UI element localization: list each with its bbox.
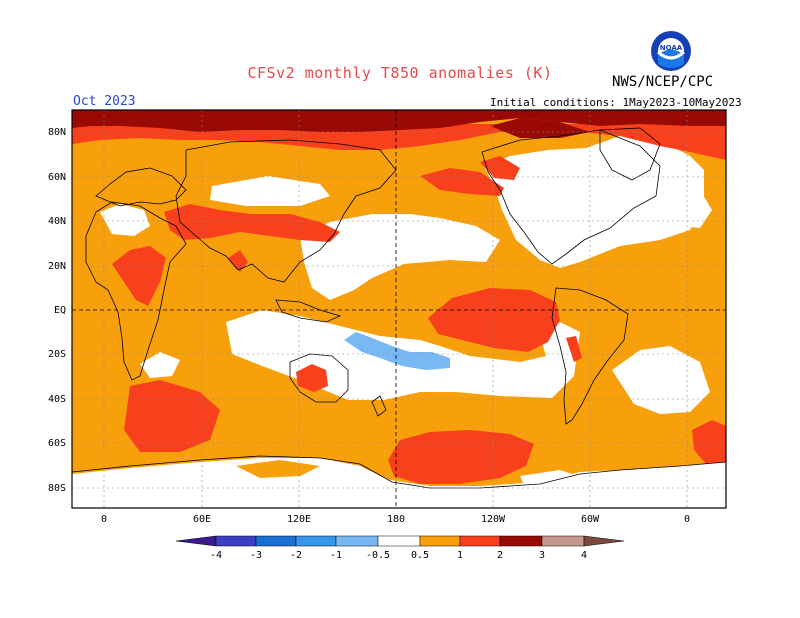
colorbar-label: -3 <box>250 550 262 561</box>
lat-label: 20S <box>48 349 66 360</box>
colorbar-cell <box>459 535 501 547</box>
hot-region-arctic-greenland <box>490 118 590 138</box>
cool-region-s-pacific <box>344 332 450 370</box>
lon-label: 180 <box>387 514 405 525</box>
colorbar-label: -2 <box>290 550 302 561</box>
lon-label: 0 <box>684 514 690 525</box>
noaa-logo-icon: NOAA <box>651 31 691 71</box>
colorbar-label: 1 <box>457 550 463 561</box>
colorbar-cell <box>377 535 421 547</box>
colorbar-cell <box>419 535 461 547</box>
lon-label: 60E <box>193 514 211 525</box>
lon-label: 120W <box>481 514 506 525</box>
coast-australia <box>289 353 349 403</box>
warm-region-atlantic-n <box>480 156 520 180</box>
warm-region-arctic-band <box>72 124 726 160</box>
coast-europe <box>95 167 187 207</box>
colorbar: -4 -3 -2 -1 -0.5 0.5 1 2 3 4 <box>175 535 625 561</box>
lon-label: 120E <box>287 514 311 525</box>
neutral-region-s-atlantic <box>612 346 710 414</box>
coast-indonesia <box>275 299 342 323</box>
lat-label: EQ <box>54 305 66 316</box>
lon-label: 0 <box>101 514 107 525</box>
warm-region-s-indian <box>124 380 220 452</box>
organization-label: NWS/NCEP/CPC <box>612 74 714 90</box>
colorbar-label: 2 <box>497 550 503 561</box>
warm-region-antarctic-strip <box>236 460 320 478</box>
neutral-region-n-america <box>484 136 704 268</box>
neutral-region-mid-pacific-w <box>140 352 180 378</box>
lat-label: 20N <box>48 261 66 272</box>
colorbar-cell-lt-neg4 <box>175 535 217 547</box>
lat-label: 80N <box>48 127 66 138</box>
lat-label: 60S <box>48 438 66 449</box>
map-frame <box>71 109 727 509</box>
colorbar-label: 4 <box>581 550 587 561</box>
neutral-region-central-pacific <box>300 214 500 300</box>
colorbar-label: -4 <box>210 550 222 561</box>
logo-text: NOAA <box>660 44 683 52</box>
anomaly-field <box>72 110 726 508</box>
lon-label: 60W <box>581 514 600 525</box>
coast-s-america <box>551 287 629 425</box>
colorbar-label: -1 <box>330 550 342 561</box>
colorbar-cell <box>255 535 297 547</box>
neutral-region-n-pacific <box>210 176 330 206</box>
colorbar-cell <box>499 535 543 547</box>
warm-region-eurasia <box>164 204 340 242</box>
colorbar-label: 3 <box>539 550 545 561</box>
neutral-region-n-africa <box>100 204 150 236</box>
warm-region-india <box>228 250 248 272</box>
coast-nz <box>371 395 387 417</box>
hot-region-arctic <box>72 110 726 132</box>
map-title: CFSv2 monthly T850 anomalies (K) <box>247 64 553 82</box>
lat-label: 40N <box>48 216 66 227</box>
lat-label: 60N <box>48 172 66 183</box>
lat-axis: 80N 60N 40N 20N EQ 20S 40S 60S 80S <box>48 127 66 494</box>
coast-africa <box>85 201 187 381</box>
warm-region-africa <box>112 246 166 306</box>
colorbar-cell <box>215 535 257 547</box>
colorbar-cell-gt-4 <box>583 535 625 547</box>
coastlines <box>72 127 726 489</box>
lat-label: 80S <box>48 483 66 494</box>
colorbar-cell <box>335 535 379 547</box>
initial-conditions: Initial conditions: 1May2023-10May2023 <box>490 96 742 109</box>
warm-region-e-pacific <box>428 288 560 352</box>
coast-antarctica <box>72 455 726 489</box>
coast-greenland <box>599 127 661 181</box>
warm-region-australia <box>296 364 328 392</box>
warm-region-s-america <box>566 336 582 362</box>
neutral-region-n-atlantic <box>672 190 712 228</box>
warm-region-s-pacific <box>388 430 534 484</box>
coast-n-america <box>481 129 661 265</box>
lon-axis: 0 60E 120E 180 120W 60W 0 <box>101 514 690 525</box>
colorbar-cell <box>541 535 585 547</box>
colorbar-label: 0.5 <box>411 550 429 561</box>
lat-label: 40S <box>48 394 66 405</box>
colorbar-label: -0.5 <box>366 550 390 561</box>
graticule <box>72 110 726 508</box>
warm-region-n-pacific-gyre <box>420 168 504 196</box>
colorbar-cell <box>295 535 337 547</box>
forecast-month: Oct 2023 <box>73 94 136 109</box>
warm-region-s-atlantic <box>692 420 726 464</box>
coast-asia <box>175 139 397 283</box>
reference-lines <box>72 110 726 508</box>
